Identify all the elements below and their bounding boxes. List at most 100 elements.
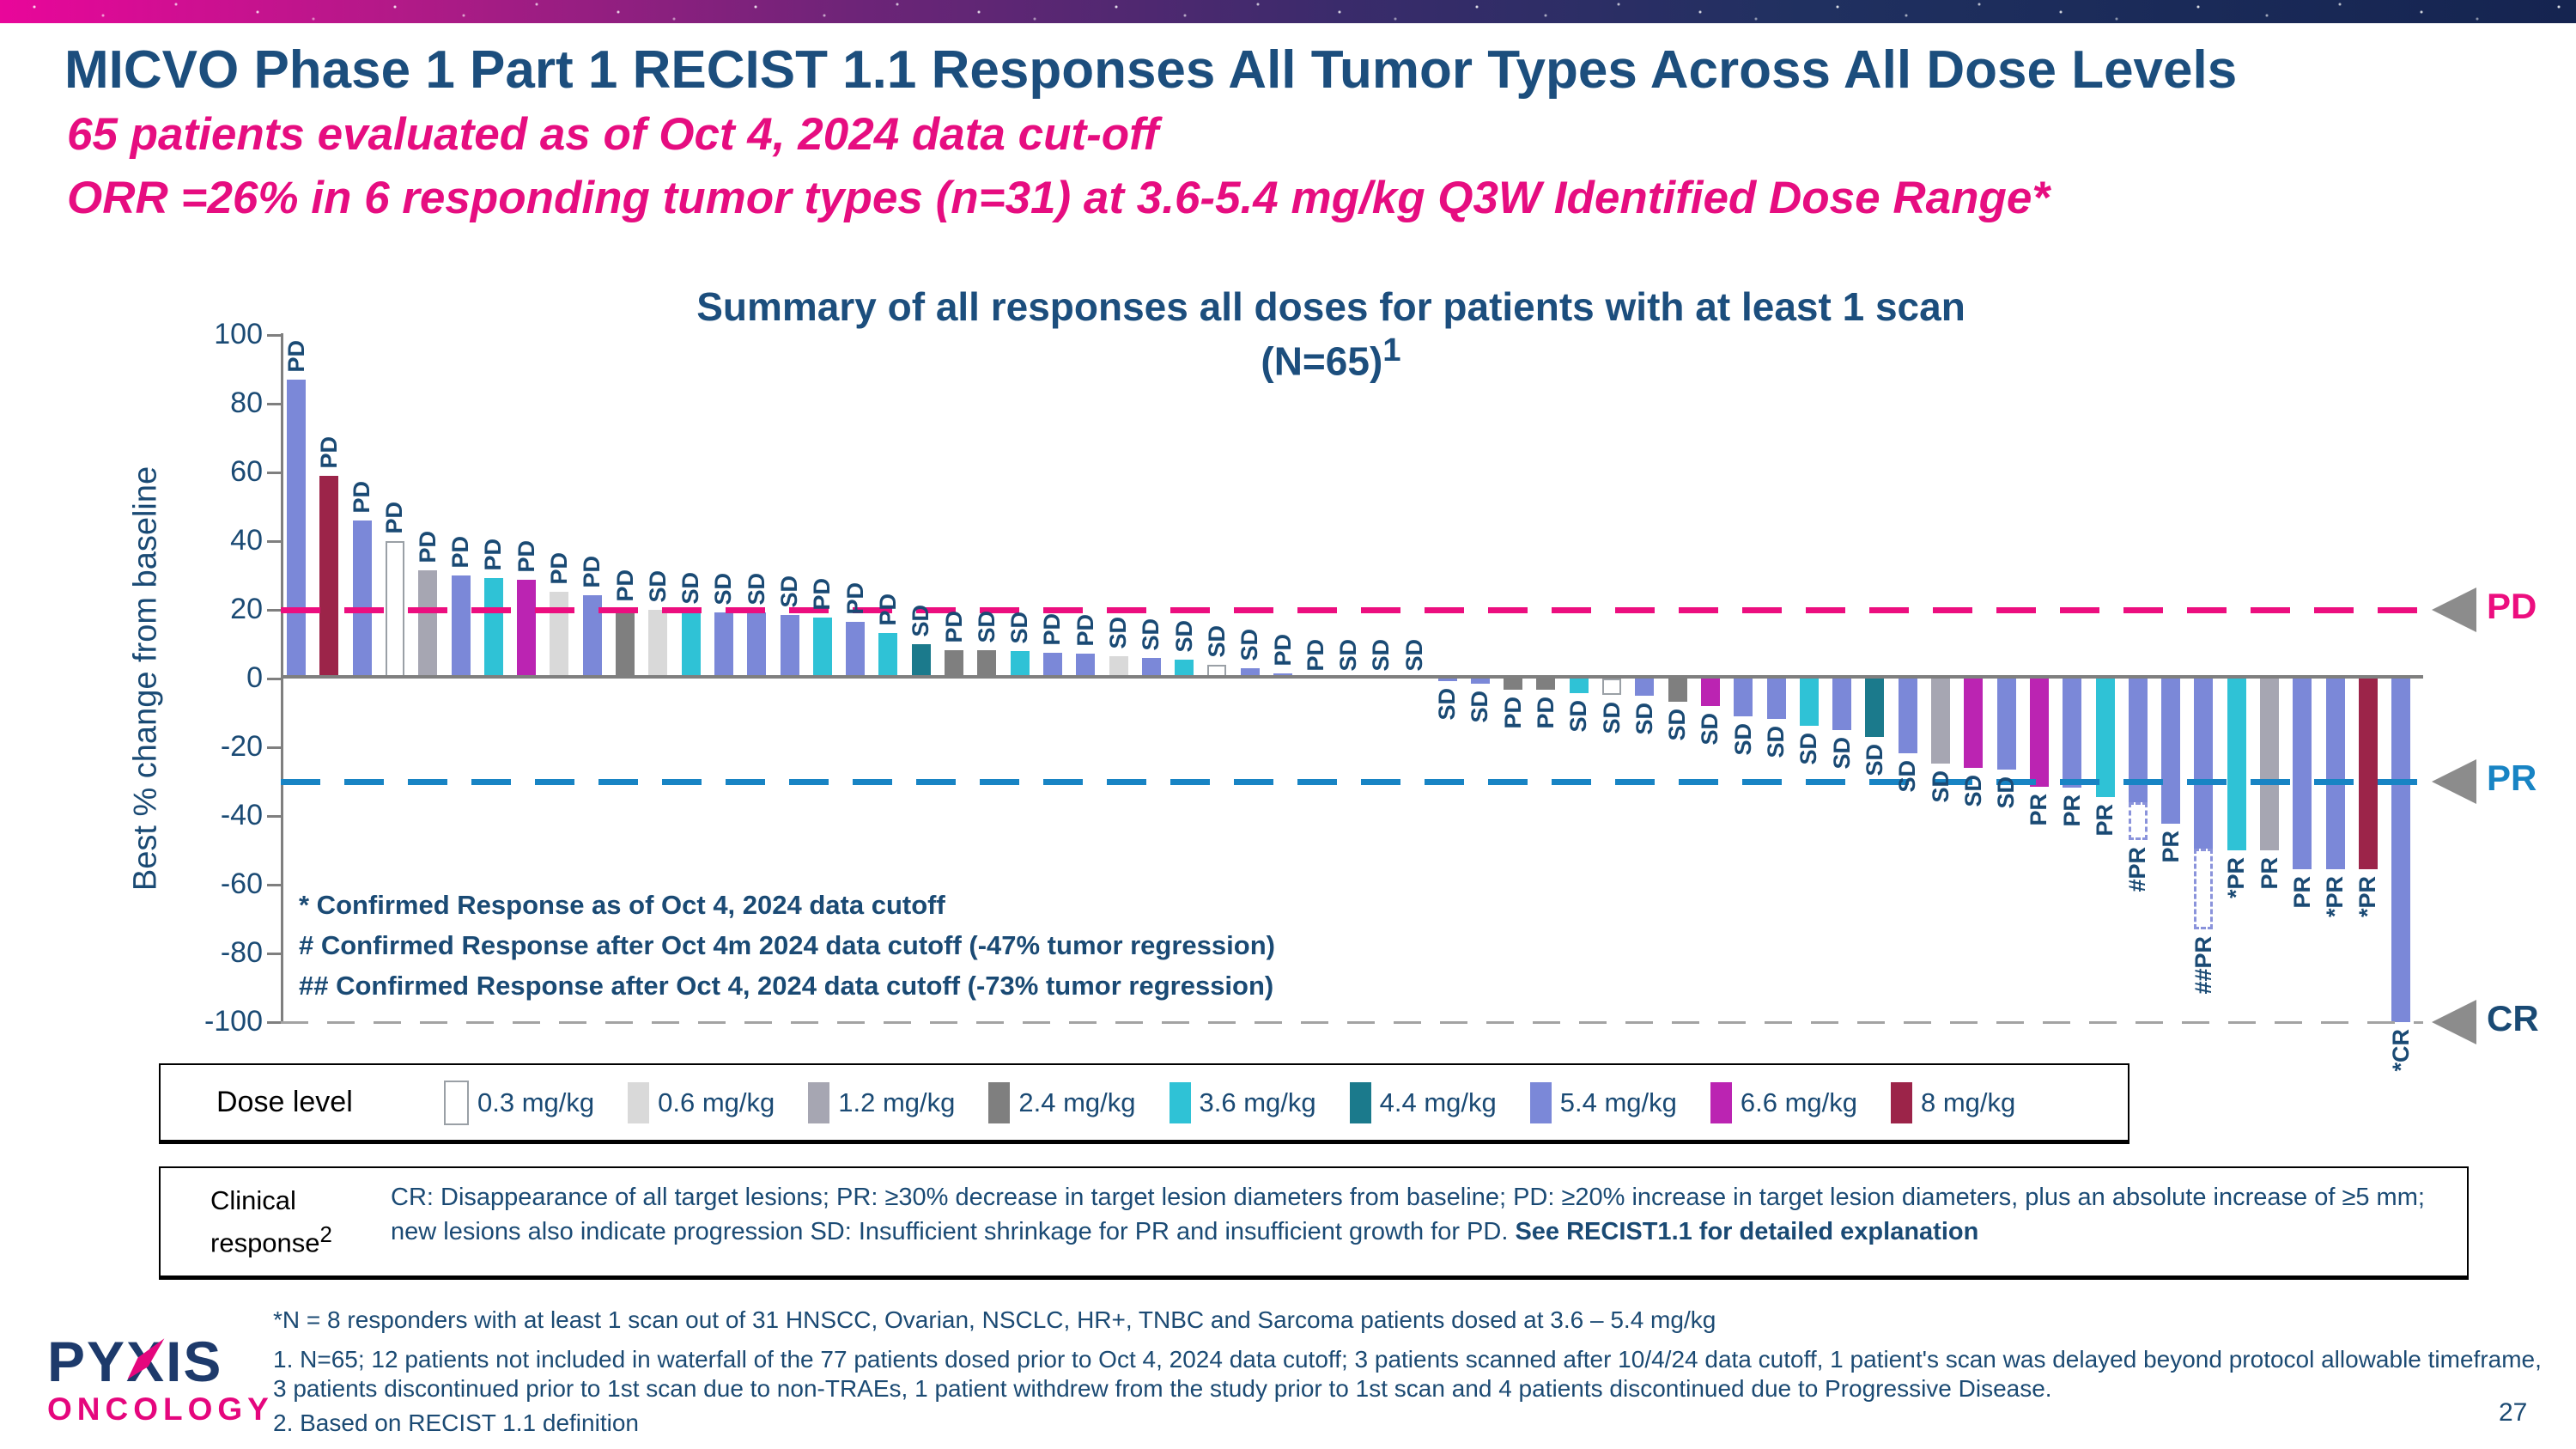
logo-wordmark: PYXIS [47,1333,274,1390]
waterfall-bar [1734,679,1753,716]
bar-response-label: PR [2256,857,2282,890]
bar-response-label: PD [579,555,605,588]
waterfall-bar [1042,653,1062,679]
waterfall-bar [1668,679,1687,703]
legend-swatch [1710,1081,1732,1123]
legend-swatch [988,1081,1011,1123]
y-tick-mark [267,472,281,474]
y-axis-title: Best % change from baseline [127,466,164,892]
bar-response-label: SD [743,573,769,606]
ref-line-cr [281,1020,2423,1024]
bar-response-label: *PR [2354,876,2381,918]
bar-response-label: PD [809,577,835,611]
waterfall-bar [319,476,339,679]
bar-response-label: PD [414,531,440,563]
waterfall-bar [878,632,898,679]
legend-items: 0.3 mg/kg 0.6 mg/kg 1.2 mg/kg 2.4 mg/kg 3.6 … [444,1065,2015,1140]
confirmed-response-annotation: ## Confirmed Response after Oct 4, 2024 … [299,971,1274,1001]
waterfall-bar [2063,679,2082,788]
bar-response-label: PD [841,582,868,615]
bar-response-label: PD [349,481,375,514]
ref-arrow-cr-icon [2432,1000,2476,1044]
y-tick-label: -40 [220,799,263,831]
bar-response-label: PR [2026,794,2052,826]
bar-response-label: SD [1894,760,1921,793]
y-tick-label: 0 [246,661,263,694]
waterfall-bar [2260,679,2279,851]
waterfall-bar [2095,679,2115,797]
y-tick-mark [267,609,281,612]
legend-label: 1.2 mg/kg [838,1087,956,1117]
legend-label: 5.4 mg/kg [1559,1087,1677,1117]
waterfall-bar [1175,660,1194,679]
x-axis-line [281,675,2423,679]
ref-label-pr: PR [2487,758,2537,798]
waterfall-bar [1700,679,1720,706]
legend-label: 8 mg/kg [1921,1087,2016,1117]
bar-response-label: PD [545,551,572,585]
legend-swatch [444,1080,469,1125]
bar-response-label: PR [2058,795,2085,827]
y-tick-label: -100 [204,1005,263,1038]
bar-response-label: PD [1302,639,1328,672]
legend-label: 0.6 mg/kg [658,1087,775,1117]
bar-response-label: PD [874,593,901,626]
bar-response-label: SD [1631,703,1657,735]
chart-title-line2: (N=65)1 [601,332,2061,384]
bar-response-label: SD [1729,723,1756,756]
bar-response-label: PD [513,539,539,573]
y-tick-label: -80 [220,936,263,969]
pyxis-oncology-logo: PYXIS ONCOLOGY [47,1333,274,1429]
waterfall-bar [2293,679,2312,869]
bar-response-label: PD [940,611,967,643]
legend-item: 3.6 mg/kg [1169,1081,1316,1123]
bar-response-label: SD [1236,629,1263,661]
page-number: 27 [2499,1398,2528,1427]
top-banner-gradient [0,0,2576,23]
legend-swatch [808,1081,830,1123]
bar-response-label: PD [611,569,638,602]
logo-compass-x-icon: X [126,1330,167,1393]
footnote-1: 1. N=65; 12 patients not included in wat… [273,1346,2542,1402]
waterfall-bar [2391,679,2411,1022]
waterfall-bar [846,622,866,679]
confirmed-response-annotation: # Confirmed Response after Oct 4m 2024 d… [299,930,1275,960]
waterfall-bar-dashed-extension [2128,801,2148,840]
bar-response-label: SD [1105,617,1131,649]
waterfall-bar [1898,679,1917,754]
ref-line-pr [281,778,2423,785]
waterfall-bar [945,650,963,679]
clinical-response-label-text: Clinical response [210,1185,320,1258]
confirmed-response-annotation: * Confirmed Response as of Oct 4, 2024 d… [299,890,945,920]
y-tick-label: -60 [220,868,263,900]
bar-response-label: SD [1203,625,1230,658]
bar-response-label: PD [1269,634,1296,667]
waterfall-bar [1536,679,1556,691]
bar-response-label: PR [2092,803,2117,837]
waterfall-bar [1832,679,1852,730]
legend-item: 2.4 mg/kg [988,1081,1136,1123]
y-tick-mark [267,815,281,818]
clinical-response-text: CR: Disappearance of all target lesions;… [391,1184,2425,1245]
bar-response-label: PD [283,340,309,373]
waterfall-bar [714,612,733,679]
bar-response-label: SD [1138,618,1164,651]
bar-response-label: SD [1697,713,1723,746]
legend-label: 4.4 mg/kg [1379,1087,1497,1117]
bar-response-label: SD [1959,775,1986,807]
legend-item: 4.4 mg/kg [1349,1081,1497,1123]
bar-response-label: SD [908,605,934,637]
logo-is: IS [166,1330,223,1393]
bar-response-label: SD [1795,733,1822,765]
bar-response-label: SD [1598,701,1625,734]
bar-response-label: PR [2157,831,2184,863]
legend-item: 0.3 mg/kg [444,1080,594,1125]
bar-response-label: SD [1467,691,1493,723]
bar-response-label: PD [1499,697,1526,729]
waterfall-bar [977,650,997,679]
bar-response-label: SD [1006,612,1033,644]
waterfall-bar [1569,679,1589,693]
waterfall-bar [648,610,668,679]
y-tick-mark [267,884,281,886]
waterfall-bar [517,579,537,679]
